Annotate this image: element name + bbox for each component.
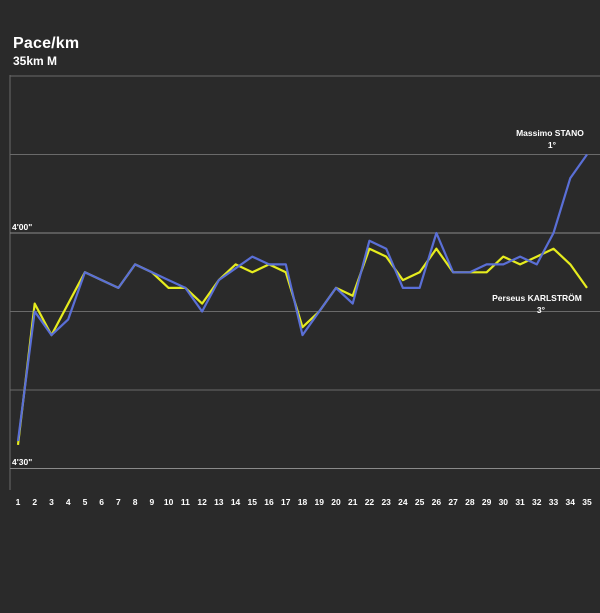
x-tick-label: 34 — [566, 497, 576, 507]
x-tick-label: 20 — [331, 497, 341, 507]
x-tick-label: 16 — [264, 497, 274, 507]
x-tick-label: 15 — [248, 497, 258, 507]
x-tick-label: 26 — [432, 497, 442, 507]
x-tick-label: 3 — [49, 497, 54, 507]
chart-subtitle: 35km M — [13, 54, 58, 68]
x-tick-label: 1 — [16, 497, 21, 507]
x-tick-label: 7 — [116, 497, 121, 507]
x-tick-label: 33 — [549, 497, 559, 507]
annotation-karlstrom-name: Perseus KARLSTRÖM — [492, 293, 582, 303]
x-tick-label: 18 — [298, 497, 308, 507]
x-tick-label: 23 — [381, 497, 391, 507]
series-line-karlstrom — [16, 247, 588, 446]
x-tick-label: 5 — [83, 497, 88, 507]
annotation-stano-rank: 1° — [548, 140, 557, 150]
series-group — [16, 153, 588, 446]
x-tick-label: 4 — [66, 497, 71, 507]
x-tick-label: 10 — [164, 497, 174, 507]
x-tick-label: 31 — [515, 497, 525, 507]
x-tick-label: 29 — [482, 497, 492, 507]
x-tick-label: 35 — [582, 497, 592, 507]
x-tick-label: 28 — [465, 497, 475, 507]
x-tick-label: 8 — [133, 497, 138, 507]
annotation-karlstrom-rank: 3° — [537, 305, 546, 315]
x-tick-label: 13 — [214, 497, 224, 507]
x-tick-label: 32 — [532, 497, 542, 507]
x-tick-label: 24 — [398, 497, 408, 507]
x-tick-label: 11 — [181, 497, 190, 507]
x-tick-label: 14 — [231, 497, 241, 507]
x-tick-label: 2 — [32, 497, 37, 507]
y-label-top: 4'00" — [12, 222, 32, 232]
x-tick-label: 19 — [315, 497, 325, 507]
annotation-stano-name: Massimo STANO — [516, 128, 584, 138]
x-tick-label: 12 — [197, 497, 207, 507]
y-label-bottom: 4'30" — [12, 457, 32, 467]
x-tick-label: 22 — [365, 497, 375, 507]
x-tick-label: 30 — [499, 497, 509, 507]
grid-lines — [10, 75, 600, 469]
x-tick-label: 25 — [415, 497, 425, 507]
x-tick-label: 9 — [150, 497, 155, 507]
chart-title: Pace/km — [13, 35, 80, 52]
x-tick-label: 27 — [448, 497, 458, 507]
series-line-stano — [16, 153, 588, 442]
x-tick-label: 6 — [99, 497, 104, 507]
x-tick-label: 17 — [281, 497, 291, 507]
x-ticks: 1 2 3 4 5 6 7 8 9 10 11 12 13 14 15 16 17 18 19 20 21 22 23 24 2… — [16, 497, 592, 507]
x-tick-label: 21 — [348, 497, 358, 507]
